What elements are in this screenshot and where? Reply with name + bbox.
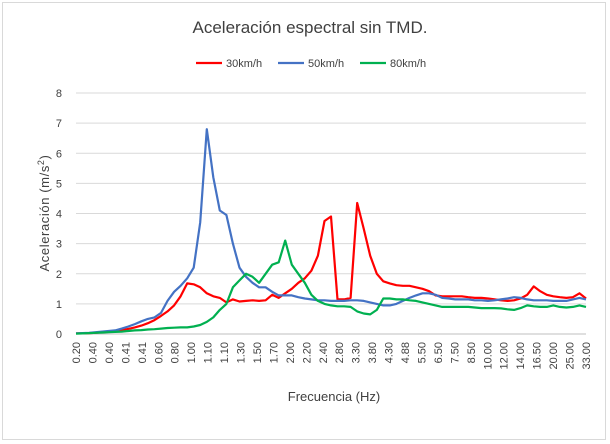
y-tick-label: 5 — [56, 178, 62, 190]
x-tick-label: 2.20 — [301, 342, 313, 363]
series-line-30km/h — [76, 201, 587, 335]
x-tick-label: 2.00 — [285, 342, 297, 363]
x-tick-label: 3.80 — [367, 342, 379, 363]
legend-label: 30km/h — [226, 58, 262, 70]
x-tick-label: 0.41 — [137, 342, 149, 363]
legend-label: 80km/h — [390, 58, 426, 70]
series-lines — [75, 128, 587, 335]
x-tick-label: 10.00 — [482, 342, 494, 370]
x-tick-label: 7.50 — [449, 342, 461, 363]
x-axis-label: Frecuencia (Hz) — [288, 389, 380, 404]
series-line-80km/h — [75, 239, 587, 335]
y-tick-label: 1 — [56, 299, 62, 311]
y-axis-label-superscript: 2 — [36, 159, 46, 165]
x-tick-label: 1.10 — [219, 342, 231, 363]
x-tick-label: 33.00 — [581, 342, 593, 370]
legend: 30km/h 50km/h 80km/h — [196, 58, 426, 70]
x-tick-label: 1.30 — [236, 342, 248, 363]
x-tick-label: 1.50 — [252, 342, 264, 363]
series-line-50km/h — [75, 128, 587, 335]
x-tick-label: 12.00 — [499, 342, 511, 370]
x-tick-label: 0.60 — [153, 342, 165, 363]
x-tick-label: 20.00 — [548, 342, 560, 370]
y-tick-label: 7 — [56, 118, 62, 130]
y-axis-ticks: 0 1 2 3 4 5 6 7 8 — [56, 88, 62, 341]
grid-lines — [76, 92, 586, 335]
x-tick-label: 4.30 — [384, 342, 396, 363]
x-tick-label: 5.50 — [416, 342, 428, 363]
legend-label: 50km/h — [308, 58, 344, 70]
y-axis-label-end: ) — [37, 155, 52, 160]
x-tick-label: 3.30 — [351, 342, 363, 363]
x-tick-label: 2.80 — [334, 342, 346, 363]
x-tick-label: 14.00 — [515, 342, 527, 370]
y-tick-label: 2 — [56, 269, 62, 281]
chart-title: Aceleración espectral sin TMD. — [193, 18, 428, 37]
y-tick-label: 3 — [56, 239, 62, 251]
x-tick-label: 1.00 — [186, 342, 198, 363]
y-tick-label: 0 — [56, 329, 62, 341]
x-tick-label: 1.10 — [203, 342, 215, 363]
y-tick-label: 6 — [56, 148, 62, 160]
x-tick-label: 8.50 — [466, 342, 478, 363]
y-tick-label: 8 — [56, 88, 62, 100]
x-tick-label: 25.00 — [565, 342, 577, 370]
x-tick-label: 0.40 — [87, 342, 99, 363]
x-tick-label: 6.50 — [433, 342, 445, 363]
x-tick-label: 4.88 — [400, 342, 412, 363]
y-axis-label: Aceleración (m/s2) — [36, 155, 52, 272]
x-tick-label: 0.40 — [104, 342, 116, 363]
y-tick-label: 4 — [56, 209, 62, 221]
x-tick-label: 0.20 — [71, 342, 83, 363]
x-tick-label: 1.70 — [268, 342, 280, 363]
chart-frame — [2, 2, 606, 440]
x-tick-label: 0.41 — [120, 342, 132, 363]
y-axis-label-main: Aceleración (m/s — [37, 165, 52, 271]
x-axis-ticks: 0.20 0.40 0.40 0.41 0.41 0.60 0.80 1.00 1.10 1.10… — [71, 342, 593, 370]
x-tick-label: 2.40 — [318, 342, 330, 363]
x-tick-label: 16.50 — [532, 342, 544, 370]
x-tick-label: 0.80 — [170, 342, 182, 363]
